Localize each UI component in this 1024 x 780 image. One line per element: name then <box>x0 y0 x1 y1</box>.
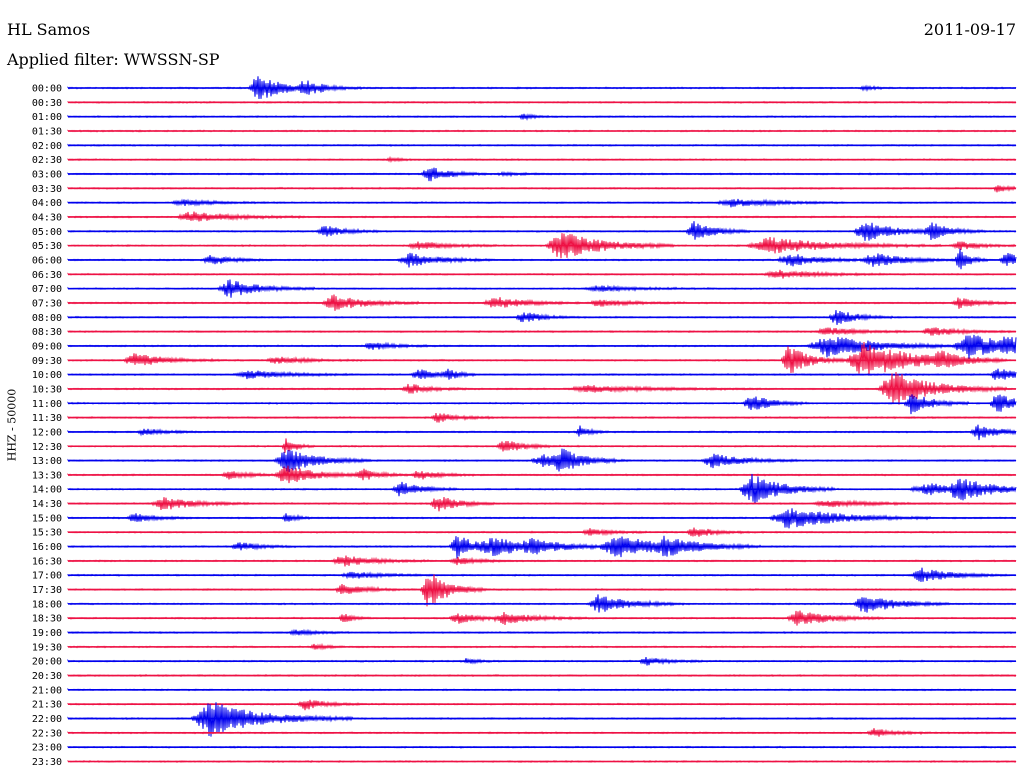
seismic-trace <box>67 341 1017 376</box>
filter-label: Applied filter: WWSSN-SP <box>7 50 220 69</box>
row-time-label: 03:00 <box>32 169 62 180</box>
row-time-label: 16:30 <box>32 556 62 567</box>
row-time-label: 06:30 <box>32 270 62 281</box>
row-time-label: 16:00 <box>32 542 62 553</box>
row-time-label: 07:30 <box>32 298 62 309</box>
row-time-label: 01:30 <box>32 126 62 137</box>
row-time-label: 19:30 <box>32 642 62 653</box>
row-time-label: 18:00 <box>32 599 62 610</box>
row-time-label: 23:00 <box>32 743 62 754</box>
record-date: 2011-09-17 <box>923 20 1016 39</box>
row-time-label: 10:30 <box>32 384 62 395</box>
row-time-label: 19:00 <box>32 628 62 639</box>
row-time-label: 22:30 <box>32 728 62 739</box>
row-time-label: 08:30 <box>32 327 62 338</box>
row-time-label: 04:30 <box>32 212 62 223</box>
row-time-label: 17:30 <box>32 585 62 596</box>
row-time-label: 07:00 <box>32 284 62 295</box>
row-time-label: 09:00 <box>32 341 62 352</box>
row-time-label: 20:30 <box>32 671 62 682</box>
row-time-label: 11:30 <box>32 413 62 424</box>
row-time-label: 02:30 <box>32 155 62 166</box>
row-time-label: 21:00 <box>32 685 62 696</box>
row-time-label: 14:00 <box>32 485 62 496</box>
row-time-label: 15:30 <box>32 528 62 539</box>
row-time-label: 10:00 <box>32 370 62 381</box>
row-time-label: 18:30 <box>32 614 62 625</box>
row-time-label: 06:00 <box>32 255 62 266</box>
row-time-label: 21:30 <box>32 700 62 711</box>
row-time-label: 23:30 <box>32 757 62 768</box>
row-time-label: 12:00 <box>32 427 62 438</box>
station-name: HL Samos <box>7 20 91 39</box>
row-time-label: 22:00 <box>32 714 62 725</box>
row-time-label: 02:00 <box>32 141 62 152</box>
row-time-label: 15:00 <box>32 513 62 524</box>
row-time-label: 04:00 <box>32 198 62 209</box>
row-time-label: 20:00 <box>32 657 62 668</box>
row-time-label: 14:30 <box>32 499 62 510</box>
row-time-label: 00:00 <box>32 84 62 95</box>
row-time-label: 05:30 <box>32 241 62 252</box>
row-time-label: 00:30 <box>32 98 62 109</box>
seismic-trace <box>67 248 1017 270</box>
row-time-label: 17:00 <box>32 571 62 582</box>
row-time-label: 09:30 <box>32 356 62 367</box>
row-time-label: 11:00 <box>32 399 62 410</box>
row-time-label: 12:30 <box>32 442 62 453</box>
row-time-label: 13:30 <box>32 470 62 481</box>
row-time-label: 03:30 <box>32 184 62 195</box>
row-time-label: 05:00 <box>32 227 62 238</box>
seismic-trace <box>67 394 1017 415</box>
row-time-label: 08:00 <box>32 313 62 324</box>
row-time-label: 01:00 <box>32 112 62 123</box>
row-time-label: 13:00 <box>32 456 62 467</box>
